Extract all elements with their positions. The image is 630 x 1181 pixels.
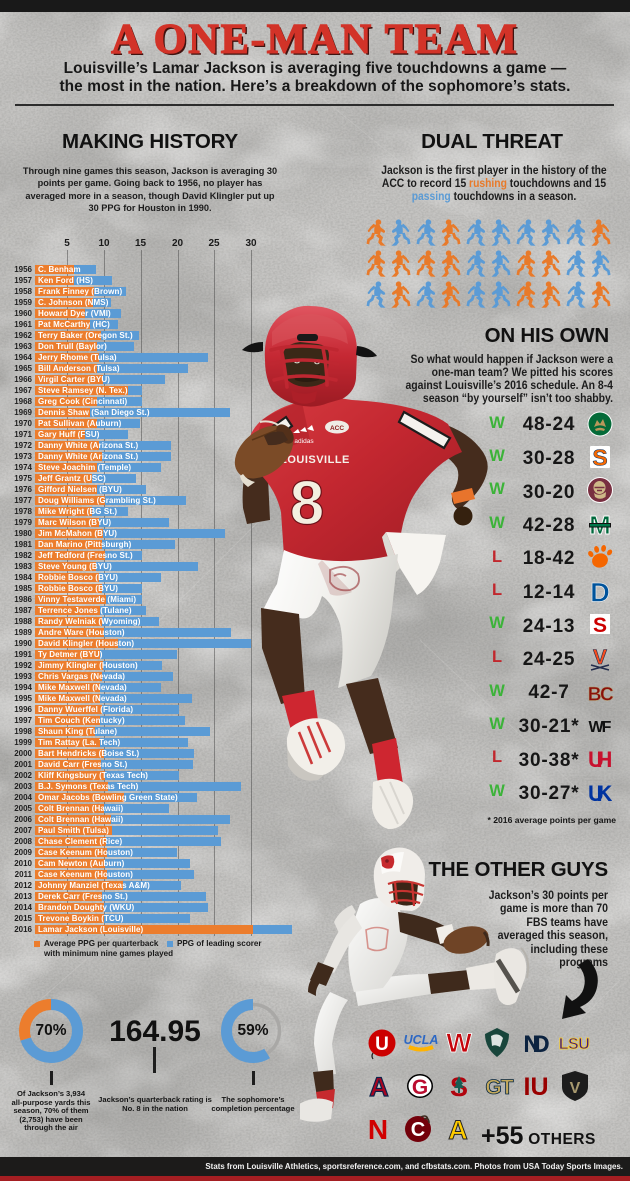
svg-text:C: C: [411, 1119, 425, 1141]
svg-text:S: S: [593, 614, 607, 637]
svg-text:F: F: [602, 719, 612, 736]
svg-text:D: D: [532, 1031, 549, 1058]
svg-text:H: H: [597, 747, 613, 772]
svg-text:A: A: [448, 1115, 468, 1145]
svg-text:LSU: LSU: [559, 1036, 590, 1053]
svg-text:V: V: [570, 1080, 581, 1097]
svg-text:UCLA: UCLA: [404, 1033, 438, 1047]
svg-text:U: U: [375, 1034, 389, 1055]
svg-text:W: W: [446, 1028, 472, 1058]
svg-text:IU: IU: [524, 1073, 549, 1101]
svg-text:G: G: [412, 1076, 428, 1099]
svg-text:N: N: [368, 1114, 388, 1145]
svg-text:GT: GT: [485, 1076, 513, 1099]
svg-text:K: K: [597, 781, 613, 806]
svg-text:BC: BC: [588, 685, 614, 706]
svg-text:D: D: [590, 578, 610, 606]
svg-text:A: A: [369, 1072, 389, 1102]
svg-text:S: S: [592, 445, 607, 471]
